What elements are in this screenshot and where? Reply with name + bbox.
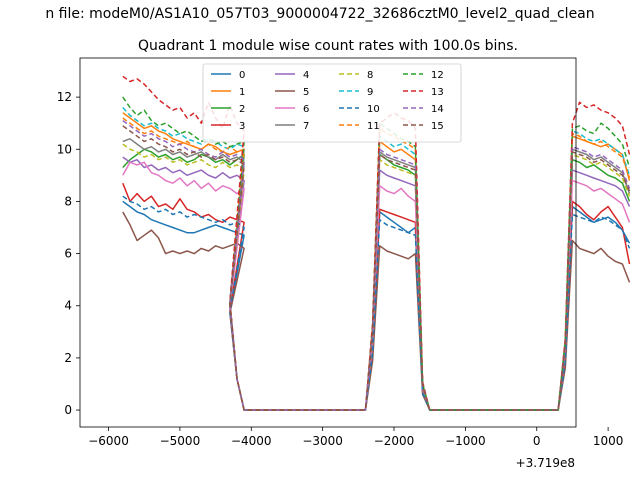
legend-label-3: 3 [239,121,245,132]
y-tick-label: 10 [57,142,72,156]
x-tick-label: −1000 [445,434,486,448]
legend-label-11: 11 [367,121,380,132]
legend-label-8: 8 [367,70,373,81]
x-tick-label: −5000 [160,434,201,448]
y-tick-label: 6 [64,247,72,261]
y-tick-label: 8 [64,194,72,208]
x-tick-label: −2000 [374,434,415,448]
legend-label-6: 6 [303,104,309,115]
legend-box [202,63,462,143]
legend-label-14: 14 [431,104,444,115]
legend-label-7: 7 [303,121,309,132]
y-axis: 0 2 4 6 8 10 12 [57,90,80,417]
y-tick-label: 4 [64,299,72,313]
x-tick-label: −6000 [88,434,129,448]
chart-title: Quadrant 1 module wise count rates with … [138,38,518,54]
x-tick-label: −3000 [302,434,343,448]
legend-label-1: 1 [239,87,245,98]
y-tick-label: 2 [64,351,72,365]
x-axis: −6000 −5000 −4000 −3000 −2000 −1000 0 1000 [88,427,623,448]
legend-label-13: 13 [431,87,444,98]
x-tick-label: 1000 [593,434,624,448]
x-tick-label: −4000 [231,434,272,448]
legend-label-5: 5 [303,87,309,98]
legend-label-15: 15 [431,121,444,132]
x-offset-label: +3.719e8 [516,456,575,470]
series-line-14 [122,119,631,411]
legend-label-4: 4 [303,70,309,81]
legend-label-12: 12 [431,70,444,81]
chart-suptitle: n file: modeM0/AS1A10_057T03_9000004722_… [45,6,594,22]
legend-label-9: 9 [367,87,373,98]
series-line-13 [122,75,631,411]
x-tick-label: 0 [533,434,541,448]
legend-label-10: 10 [367,104,380,115]
legend-label-0: 0 [239,70,245,81]
y-tick-label: 0 [64,403,72,417]
plot-frame [79,57,577,428]
legend-label-2: 2 [239,104,245,115]
y-tick-label: 12 [57,90,72,104]
